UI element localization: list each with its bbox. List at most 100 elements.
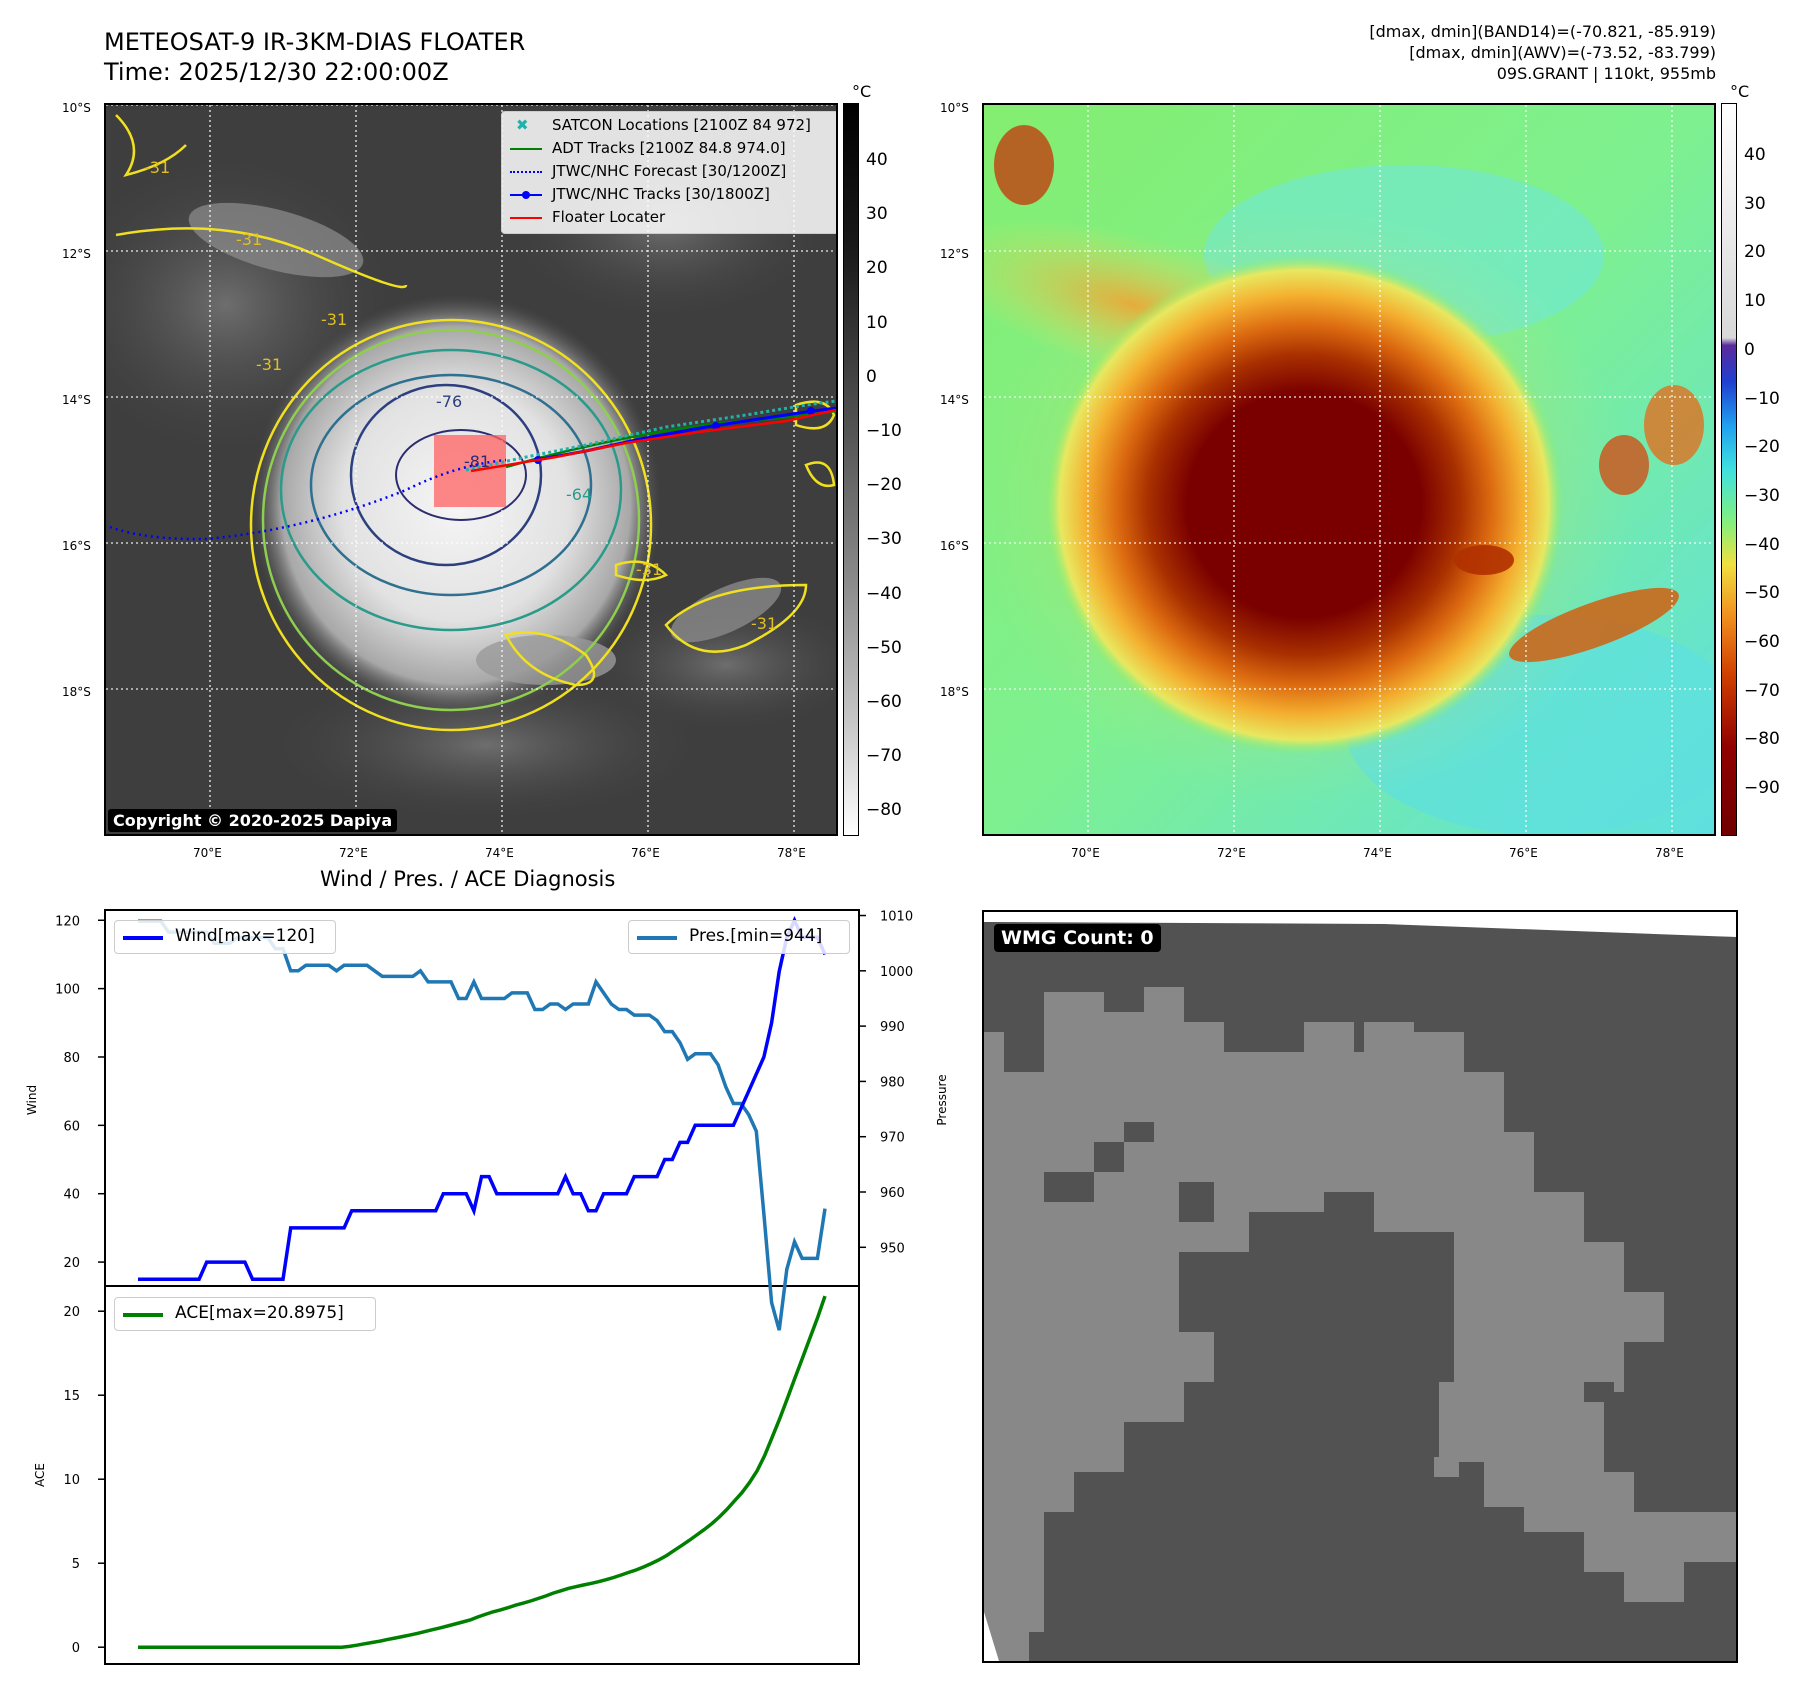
wind-ticks: 120 100 80 60 40 20: [55, 914, 105, 1271]
colorbar-tick-label: 10: [1744, 291, 1766, 312]
axis-tick-label: 15: [63, 1389, 80, 1404]
colorbar-tick-label: −20: [1744, 437, 1780, 458]
ir-lon-label: 78°E: [777, 846, 806, 860]
color-colorbar-unit: °C: [1730, 82, 1750, 101]
legend-label: JTWC/NHC Tracks [30/1800Z]: [552, 185, 770, 203]
legend-satcon: ✖ SATCON Locations [2100Z 84 972]: [506, 114, 836, 137]
color-lon-label: 72°E: [1217, 846, 1246, 860]
axis-tick-label: 1010: [880, 910, 913, 925]
contour-label: -64: [566, 485, 592, 504]
colorbar-tick-label: −80: [1744, 729, 1780, 750]
ir-lat-label: 10°S: [62, 101, 91, 115]
stats-line1: [dmax, dmin](BAND14)=(-70.821, -85.919): [1369, 22, 1716, 41]
axis-tick-label: 120: [55, 914, 80, 929]
legend-line-forecast: [510, 171, 542, 173]
axis-tick-label: 60: [63, 1119, 80, 1134]
legend-label: SATCON Locations [2100Z 84 972]: [552, 116, 811, 134]
contour-minus-70: [309, 373, 593, 597]
jtwc-track-point: [712, 422, 720, 430]
wmg-light-square: [1594, 1517, 1620, 1535]
colorbar-tick-label: −40: [866, 583, 902, 604]
ir-satellite-map: -31 -31 -31 -31 -64 -76 -81 -31 -31 ✖ SA…: [104, 103, 838, 836]
rainband-warm: [1454, 545, 1514, 575]
wind-legend-label: Wind[max=120]: [175, 926, 315, 946]
contour-label: -31: [321, 310, 347, 329]
ace-axes: [104, 1285, 860, 1665]
axis-tick-label: 40: [63, 1188, 80, 1203]
colorbar-tick-label: 20: [1744, 242, 1766, 263]
ace-legend-line: [123, 1313, 163, 1317]
wmg-dark-region: [984, 922, 1736, 1661]
wind-legend-line: [123, 936, 163, 940]
colorbar-tick-label: −50: [1744, 583, 1780, 604]
axis-tick-label: 950: [880, 1241, 905, 1256]
diag-title: Wind / Pres. / ACE Diagnosis: [320, 867, 616, 891]
axis-tick-label: 980: [880, 1075, 905, 1090]
contour-rainband: [614, 560, 669, 582]
wmg-grid: [984, 922, 1736, 1661]
color-lat-label: 10°S: [940, 101, 969, 115]
axis-tick-label: 10: [63, 1473, 80, 1488]
axis-tick-label: 5: [72, 1557, 80, 1572]
color-enhanced-map: [982, 103, 1716, 836]
contour-rainband: [794, 400, 836, 430]
color-lat-label: 12°S: [940, 247, 969, 261]
ir-lat-label: 12°S: [62, 247, 91, 261]
contour-rainband: [115, 227, 408, 289]
copyright-label: Copyright © 2020-2025 Dapiya: [108, 809, 398, 832]
wmg-count-label: WMG Count: 0: [994, 924, 1161, 952]
wind-legend: Wind[max=120]: [114, 920, 336, 954]
contour-rainband: [664, 583, 808, 653]
cloud-haze: [256, 665, 716, 825]
contour-minus-64: [279, 348, 623, 632]
pressure-legend-label: Pres.[min=944]: [689, 926, 823, 946]
colorbar-tick-label: −20: [866, 475, 902, 496]
legend-label: ADT Tracks [2100Z 84.8 974.0]: [552, 139, 786, 157]
colorbar-tick-label: −70: [1744, 680, 1780, 701]
contour-minus-31: [249, 318, 653, 732]
colorbar-tick-label: −70: [866, 746, 902, 767]
rainband-warm: [1599, 435, 1649, 495]
contour-label: -31: [236, 230, 262, 249]
colorbar-tick-label: −40: [1744, 534, 1780, 555]
rainband-warm: [1509, 587, 1679, 663]
axis-tick-label: 1000: [880, 965, 913, 980]
ir-lat-label: 16°S: [62, 539, 91, 553]
colorbar-tick-label: 40: [866, 150, 888, 170]
ir-lon-label: 72°E: [339, 846, 368, 860]
pressure-legend-line: [637, 936, 677, 940]
floater-locater-track: [470, 408, 836, 473]
contour-label: -76: [436, 392, 462, 411]
contour-rainband: [504, 631, 596, 687]
wmg-panel: WMG Count: 0: [982, 910, 1738, 1663]
ir-lon-label: 74°E: [485, 846, 514, 860]
pres-ticks: 1010 1000 990 980 970 960 950: [859, 910, 913, 1256]
ir-lat-label: 14°S: [62, 393, 91, 407]
ir-lon-label: 70°E: [193, 846, 222, 860]
contour-rainband: [804, 461, 836, 488]
wind-pres-axes: [104, 909, 860, 1287]
axis-tick-label: 0: [72, 1641, 80, 1656]
colorbar-tick-label: 0: [1744, 339, 1755, 360]
contour-label: -81: [464, 452, 490, 471]
contour-minus-81: [395, 429, 527, 521]
rainband-warm: [1644, 385, 1704, 465]
ace-axis-label: ACE: [33, 1463, 47, 1487]
wind-series-line: [138, 916, 827, 1281]
colorbar-tick-label: −60: [866, 692, 902, 712]
wmg-light-patch: [984, 1022, 1414, 1292]
colorbar-tick-label: −10: [1744, 388, 1780, 409]
legend-label: Floater Locater: [552, 208, 666, 226]
stats-line2: [dmax, dmin](AWV)=(-73.52, -83.799): [1409, 43, 1716, 62]
storm-info: 09S.GRANT | 110kt, 955mb: [1496, 64, 1716, 83]
contour-rainband: [115, 114, 187, 177]
jtwc-track-point: [807, 407, 815, 415]
contour-minus-40: [261, 328, 641, 712]
figure-title-line2: Time: 2025/12/30 22:00:00Z: [104, 58, 449, 86]
contour-label: -31: [636, 560, 662, 579]
satcon-locations: [465, 399, 836, 472]
ir-lon-label: 76°E: [631, 846, 660, 860]
wmg-light-square: [1434, 1457, 1459, 1477]
colorbar-tick-label: −30: [866, 529, 902, 550]
